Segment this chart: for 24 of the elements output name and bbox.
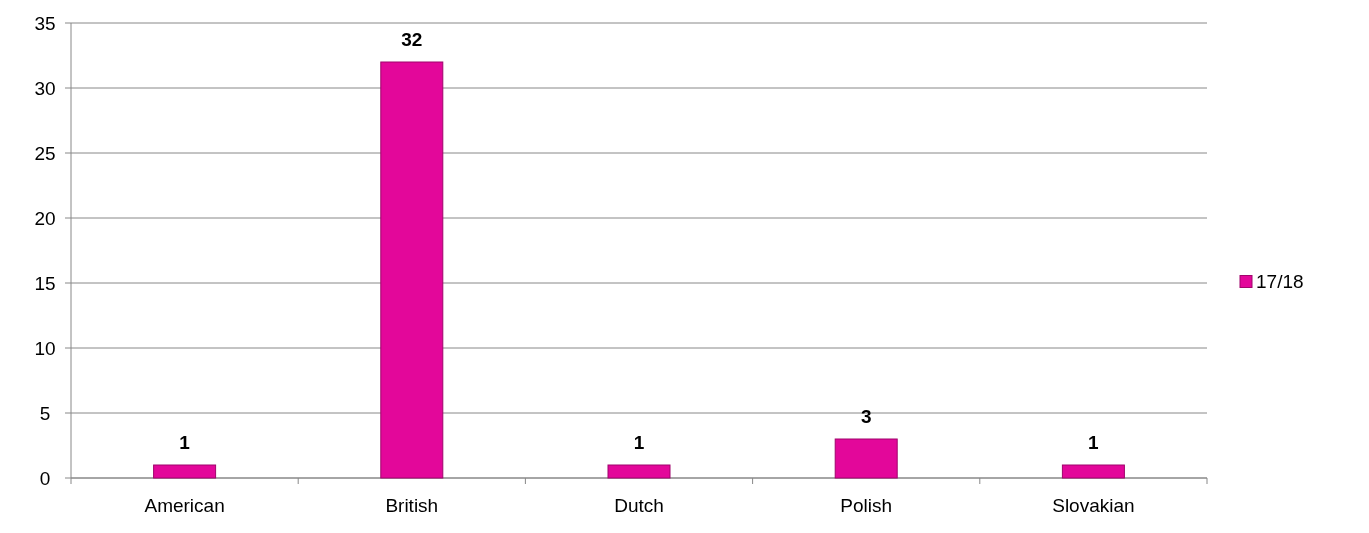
bar	[380, 61, 444, 479]
y-tick-label: 15	[34, 272, 56, 294]
x-tick-label: American	[144, 495, 225, 516]
y-tick-label: 35	[34, 12, 56, 34]
y-tick-label: 10	[34, 337, 56, 359]
legend-label: 17/18	[1256, 271, 1304, 293]
y-tick-label: 25	[34, 142, 56, 164]
data-label: 1	[633, 432, 645, 453]
data-label: 1	[179, 432, 191, 453]
y-tick-label: 30	[34, 77, 56, 99]
x-tick-label: Slovakian	[1052, 495, 1135, 516]
bar	[153, 464, 217, 479]
data-label: 32	[401, 29, 423, 50]
bar	[834, 438, 898, 479]
x-tick-label: Polish	[840, 495, 893, 516]
bar	[1061, 464, 1125, 479]
data-label: 1	[1088, 432, 1100, 453]
y-tick-label: 0	[39, 467, 51, 489]
x-tick-label: Dutch	[614, 495, 664, 516]
x-tick-label: British	[385, 495, 439, 516]
y-tick-label: 5	[39, 402, 51, 424]
y-tick-label: 20	[34, 207, 56, 229]
bar	[607, 464, 671, 479]
data-label: 3	[860, 406, 872, 427]
